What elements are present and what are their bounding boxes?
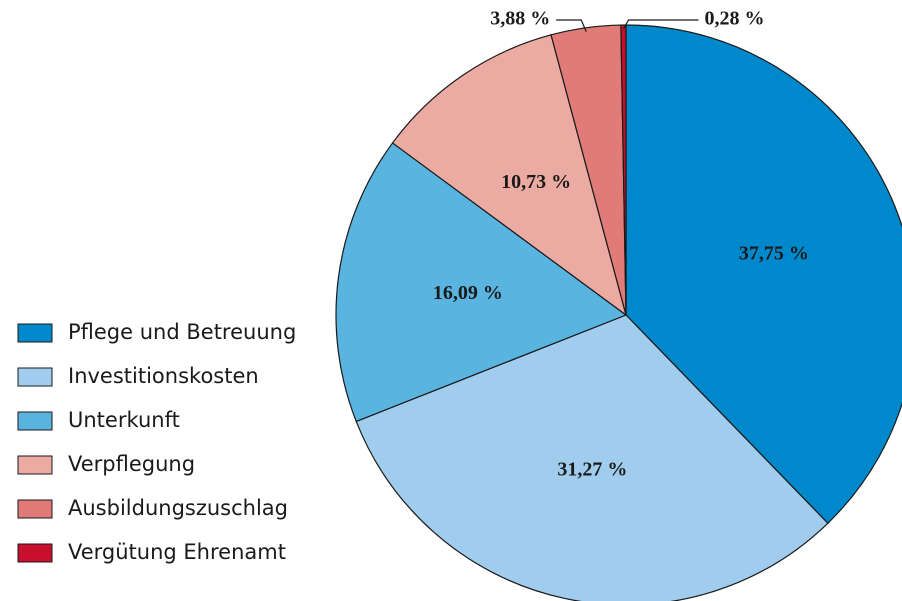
data-label: 37,75 % bbox=[739, 243, 809, 265]
legend-swatch bbox=[17, 543, 53, 563]
leader-line bbox=[556, 19, 587, 33]
legend-label: Pflege und Betreuung bbox=[68, 320, 296, 344]
legend-swatch bbox=[17, 499, 53, 519]
data-label: 10,73 % bbox=[501, 171, 571, 193]
data-label: 31,27 % bbox=[557, 458, 627, 480]
legend-label: Vergütung Ehrenamt bbox=[68, 540, 286, 564]
data-label: 0,28 % bbox=[704, 8, 764, 30]
legend-swatch bbox=[17, 367, 53, 387]
data-label: 3,88 % bbox=[490, 8, 550, 30]
pie-slice bbox=[625, 24, 902, 525]
legend-label: Verpflegung bbox=[68, 452, 195, 476]
legend-swatch bbox=[17, 411, 53, 431]
legend-label: Ausbildungszuschlag bbox=[68, 496, 288, 520]
legend-label: Unterkunft bbox=[68, 408, 180, 432]
pie-slice bbox=[335, 142, 628, 423]
pie-slice bbox=[391, 34, 628, 317]
legend-swatch bbox=[17, 455, 53, 475]
legend-label: Investitionskosten bbox=[68, 364, 259, 388]
data-label: 16,09 % bbox=[433, 282, 503, 304]
legend-swatch bbox=[17, 323, 53, 343]
leader-line bbox=[622, 19, 699, 30]
pie-slice bbox=[355, 314, 829, 601]
